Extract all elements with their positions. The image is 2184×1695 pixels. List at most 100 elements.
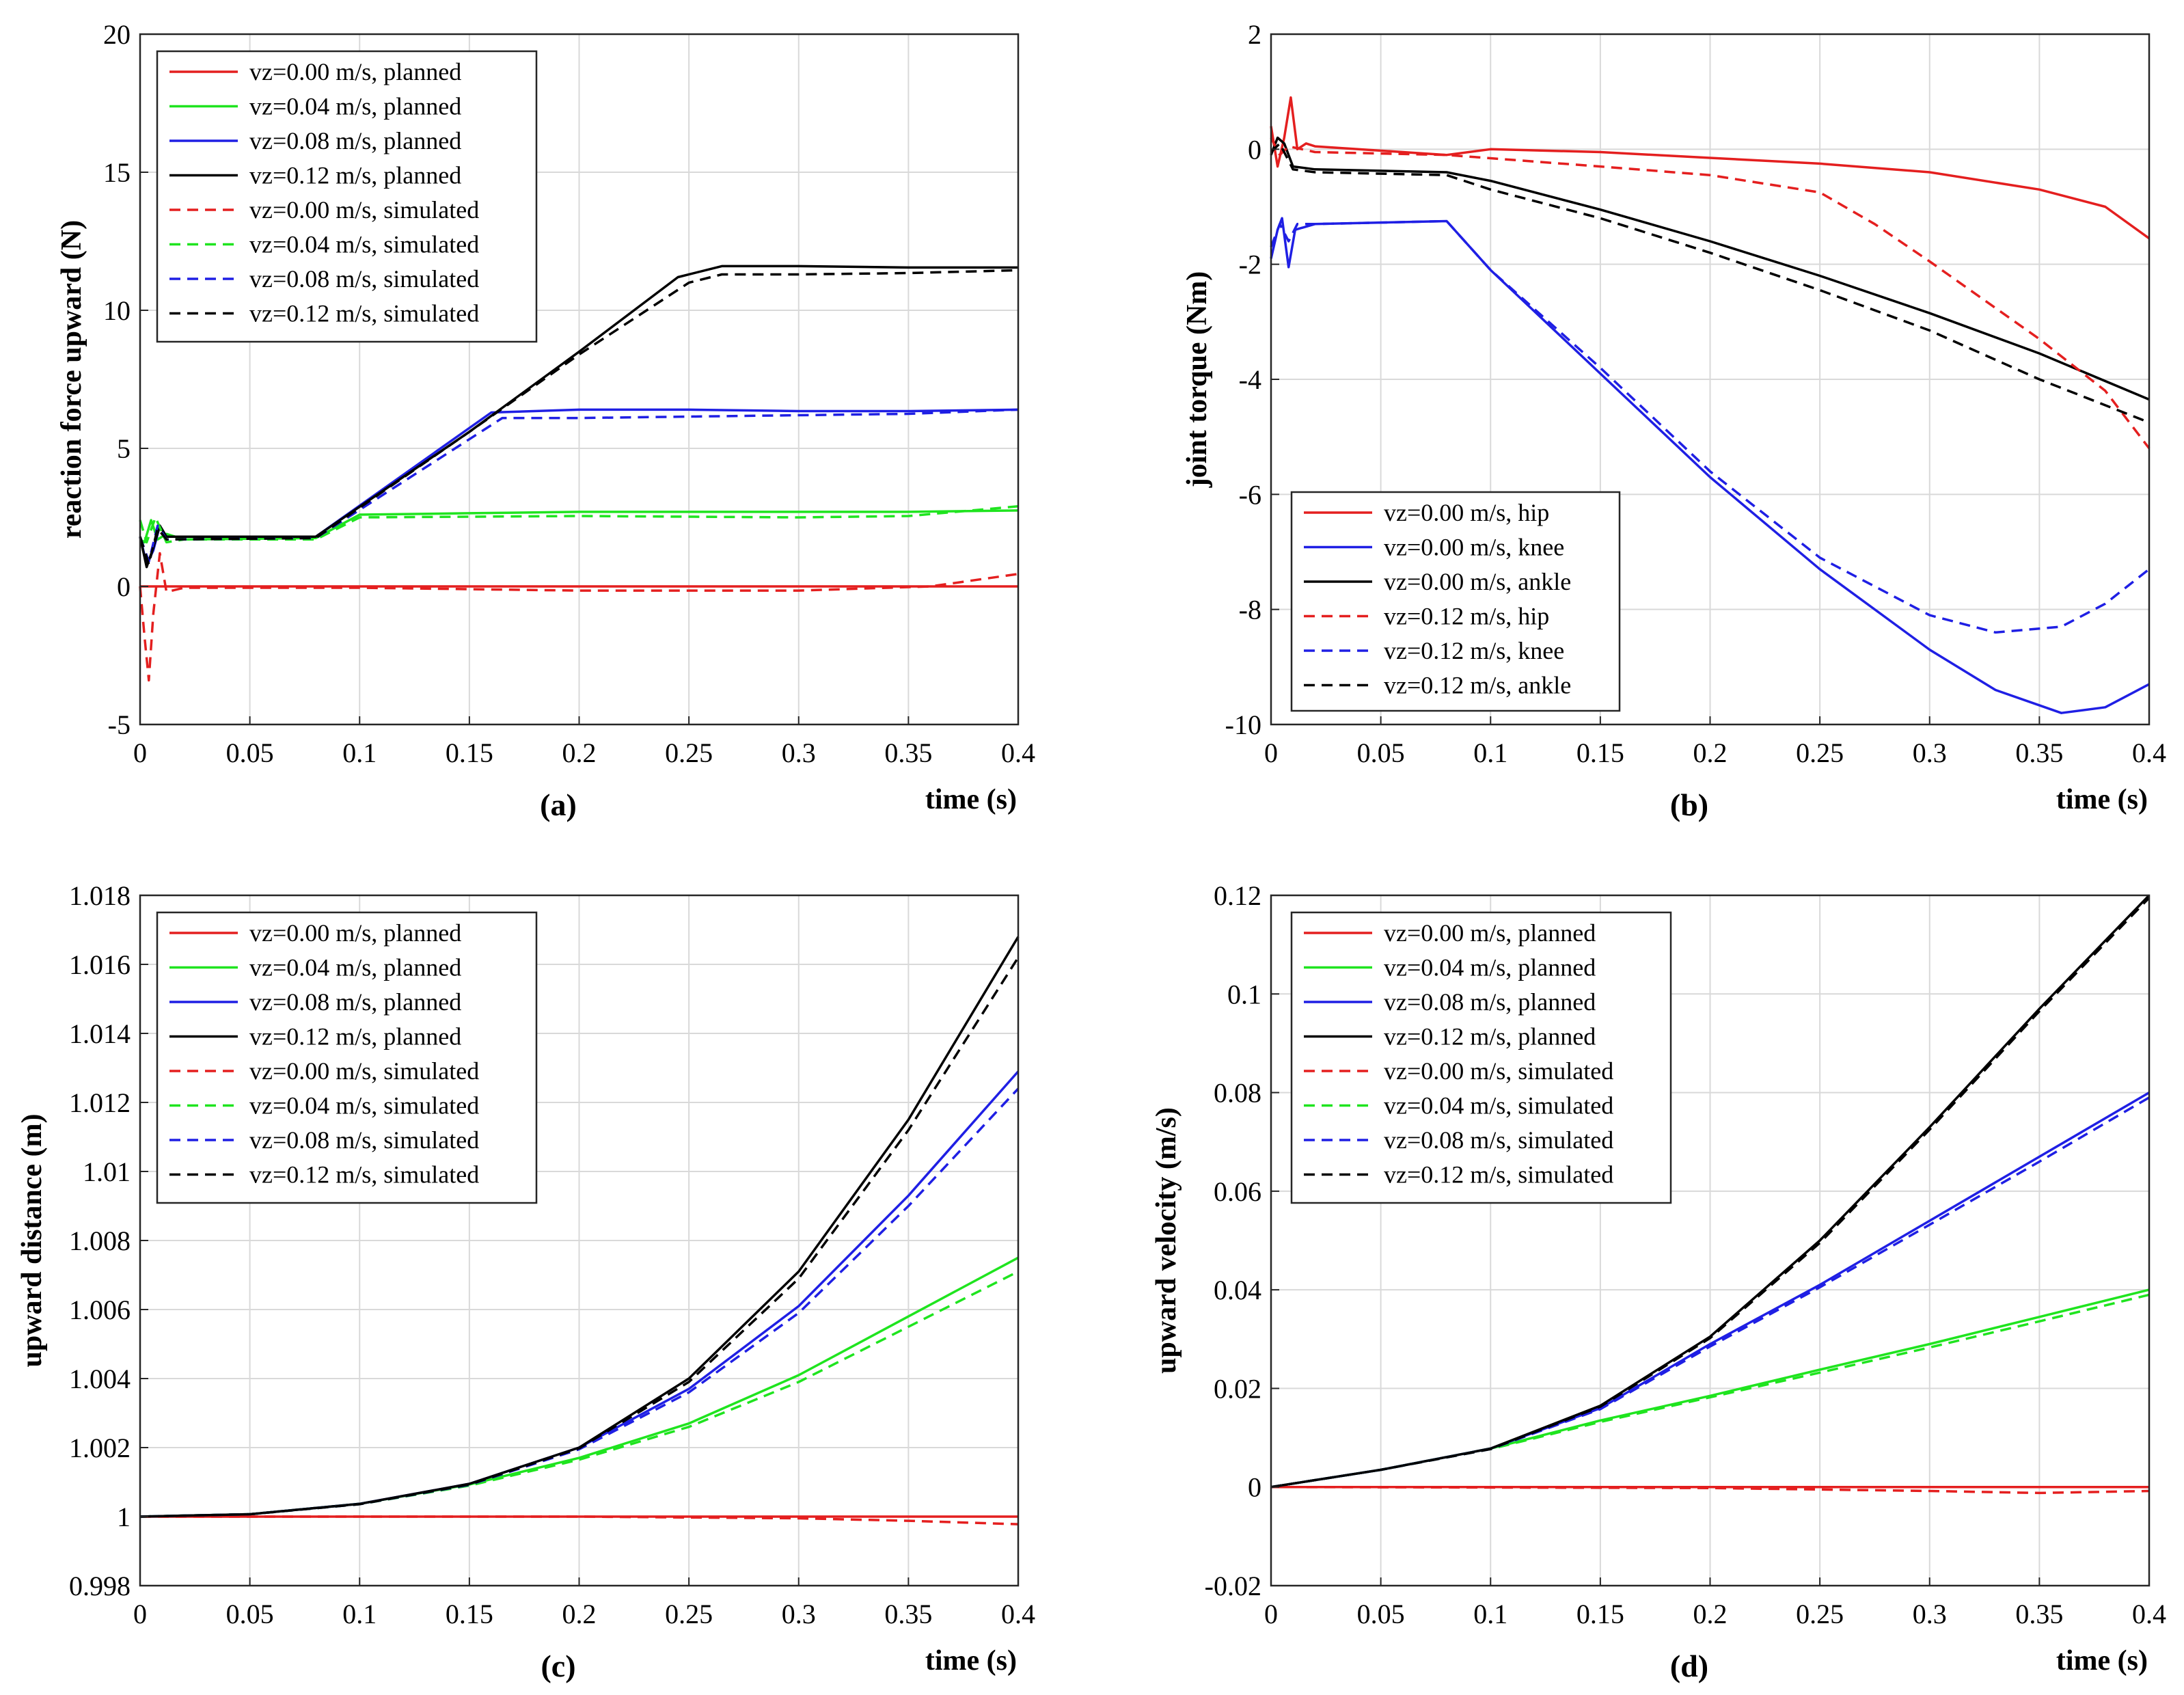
series-line	[1270, 96, 2151, 240]
plot-lines	[139, 936, 1020, 1526]
x-tick-label: 0	[133, 1599, 147, 1629]
x-tick-label: 0.2	[1693, 1599, 1728, 1629]
x-tick-label: 0.05	[1357, 1599, 1405, 1629]
y-tick-label: 10	[103, 295, 131, 326]
legend-label: vz=0.00 m/s, hip	[1384, 499, 1549, 526]
legend-label: vz=0.12 m/s, simulated	[1384, 1161, 1613, 1189]
y-tick-label: 0	[1248, 134, 1261, 165]
panel-label: (d)	[1670, 1649, 1708, 1683]
y-tick-label: -10	[1225, 709, 1261, 740]
y-tick-label: 15	[103, 157, 131, 188]
x-tick-label: 0.15	[446, 1599, 493, 1629]
panel-label: (c)	[541, 1649, 575, 1683]
legend-label: vz=0.04 m/s, planned	[1384, 954, 1596, 981]
x-tick-label: 0.3	[782, 1599, 816, 1629]
legend-label: vz=0.00 m/s, planned	[1384, 919, 1596, 947]
series-line	[1270, 897, 2151, 1489]
y-tick-label: 20	[103, 19, 131, 50]
x-tick-label: 0	[1264, 737, 1278, 768]
y-tick-label: 0.04	[1214, 1275, 1261, 1305]
series-line	[139, 269, 1019, 566]
y-tick-label: 1.018	[69, 880, 131, 911]
y-tick-label: -4	[1239, 364, 1261, 395]
legend-label: vz=0.00 m/s, planned	[249, 919, 461, 947]
legend-label: vz=0.12 m/s, simulated	[249, 1161, 479, 1189]
legend: vz=0.00 m/s, planned vz=0.04 m/s, planned…	[156, 911, 538, 1204]
legend-label: vz=0.00 m/s, simulated	[249, 196, 479, 223]
legend-label: vz=0.08 m/s, simulated	[249, 1126, 479, 1154]
x-tick-label: 0.2	[562, 1599, 597, 1629]
chart-panel-b: 0 0.05 0.1 0.15 0.2 0.25 0.3 0.35 0.4 -10 -8 -6 -4 -2…	[1182, 19, 2166, 822]
x-tick-label: 0.25	[665, 737, 713, 768]
legend-entries: vz=0.00 m/s, planned vz=0.04 m/s, planned…	[169, 919, 479, 1189]
plot-lines	[139, 265, 1019, 682]
chart-panel-d: 0 0.05 0.1 0.15 0.2 0.25 0.3 0.35 0.4-0.0200.020…	[1151, 880, 2166, 1683]
y-tick-label: 1	[117, 1502, 131, 1532]
legend-label: vz=0.04 m/s, planned	[249, 93, 461, 120]
plot-lines	[1270, 96, 2151, 714]
x-tick-label: 0.25	[1796, 737, 1844, 768]
x-axis-label: time (s)	[2056, 784, 2148, 815]
y-tick-label: 1.016	[69, 949, 131, 980]
x-tick-label: 0.35	[2015, 737, 2063, 768]
y-tick-label: 0.12	[1214, 880, 1261, 911]
legend-label: vz=0.00 m/s, knee	[1384, 534, 1564, 561]
y-tick-label: 0.1	[1227, 979, 1261, 1009]
series-line	[1270, 217, 2150, 714]
y-tick-label: 5	[117, 433, 131, 464]
series-line	[139, 552, 1019, 682]
legend-label: vz=0.04 m/s, simulated	[249, 231, 479, 258]
legend-label: vz=0.12 m/s, planned	[249, 1023, 461, 1050]
x-axis-label: time (s)	[925, 784, 1017, 815]
chart-panel-a: 0 0.05 0.1 0.15 0.2 0.25 0.3 0.35 0.4-505101520 …	[56, 19, 1035, 822]
y-tick-label: 0.06	[1214, 1176, 1261, 1207]
x-tick-label: 0.4	[2132, 1599, 2166, 1629]
chart-panel-c: 0 0.05 0.1 0.15 0.2 0.25 0.3 0.35 0.4 0.998 1 1.002…	[16, 880, 1035, 1683]
y-tick-label: -6	[1239, 479, 1261, 510]
panel-label: (b)	[1670, 787, 1708, 822]
legend: vz=0.00 m/s, hip vz=0.00 m/s, knee vz=0.00…	[1290, 491, 1621, 712]
x-tick-label: 0.1	[1473, 737, 1507, 768]
legend-label: vz=0.12 m/s, knee	[1384, 637, 1564, 664]
x-tick-label: 0.35	[884, 1599, 932, 1629]
y-tick-label: -5	[108, 709, 131, 740]
legend-label: vz=0.04 m/s, simulated	[249, 1092, 479, 1120]
x-tick-label: 0.05	[226, 737, 274, 768]
series-line	[1270, 142, 2150, 424]
y-tick-label: 0.02	[1214, 1373, 1261, 1404]
y-tick-label: 1.002	[69, 1433, 131, 1463]
x-tick-label: 0.25	[1796, 1599, 1844, 1629]
legend-label: vz=0.12 m/s, planned	[1384, 1023, 1596, 1050]
x-tick-label: 0.05	[226, 1599, 274, 1629]
legend-label: vz=0.00 m/s, simulated	[1384, 1057, 1613, 1085]
plot-lines	[1270, 894, 2151, 1495]
x-axis-label: time (s)	[925, 1645, 1017, 1677]
series-line	[1270, 136, 2150, 401]
y-tick-label: 1.008	[69, 1225, 131, 1256]
legend-box	[1290, 491, 1621, 712]
y-tick-label: -2	[1239, 249, 1261, 280]
x-tick-label: 0.3	[1913, 737, 1947, 768]
legend-label: vz=0.08 m/s, planned	[1384, 988, 1596, 1016]
y-tick-label: 1.014	[69, 1018, 131, 1049]
y-tick-label: 0	[117, 571, 131, 602]
x-tick-label: 0.15	[1576, 1599, 1624, 1629]
x-tick-label: 0.1	[342, 1599, 377, 1629]
x-tick-label: 0.3	[782, 737, 816, 768]
y-tick-label: -8	[1239, 595, 1261, 625]
y-tick-label: 1.006	[69, 1294, 131, 1325]
series-line	[1270, 137, 2151, 450]
x-tick-label: 0.35	[2015, 1599, 2063, 1629]
x-tick-label: 0.3	[1913, 1599, 1947, 1629]
y-tick-label: 0	[1248, 1472, 1261, 1503]
legend-label: vz=0.04 m/s, planned	[249, 954, 461, 981]
legend-label: vz=0.12 m/s, ankle	[1384, 672, 1571, 699]
ticks: 0 0.05 0.1 0.15 0.2 0.25 0.3 0.35 0.4 0.998 1 1.002…	[69, 880, 1035, 1629]
legend-label: vz=0.04 m/s, simulated	[1384, 1092, 1613, 1120]
series-line	[1270, 219, 2151, 634]
legend-box	[156, 911, 538, 1204]
y-tick-label: 0.998	[69, 1571, 131, 1601]
legend-label: vz=0.12 m/s, planned	[249, 162, 461, 189]
x-tick-label: 0	[133, 737, 147, 768]
x-tick-label: 0.1	[1473, 1599, 1507, 1629]
